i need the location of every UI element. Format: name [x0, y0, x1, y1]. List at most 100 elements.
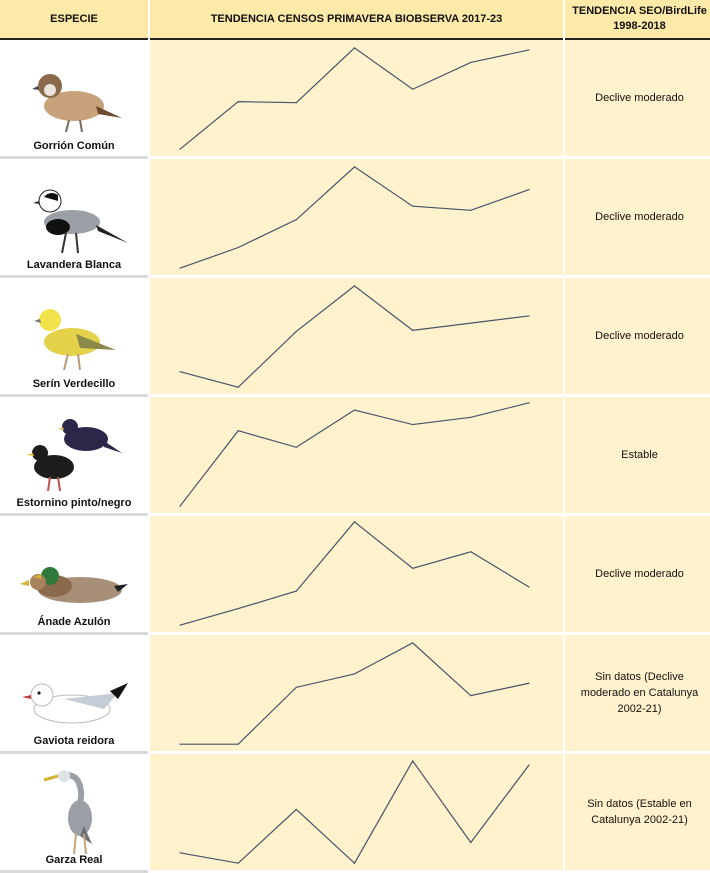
- species-cell: Garza Real: [0, 754, 148, 873]
- trend-chart-cell: [150, 635, 563, 754]
- data-point: [179, 624, 181, 626]
- seo-trend-text: Sin datos (Declive moderado en Catalunya…: [580, 671, 699, 715]
- species-name: Gaviota reidora: [33, 735, 115, 747]
- data-point: [295, 686, 297, 688]
- data-point: [353, 166, 356, 168]
- series-line: [179, 759, 530, 865]
- seo-trend-cell: Declive moderado: [565, 516, 710, 635]
- data-point: [295, 808, 297, 811]
- data-point: [412, 760, 414, 762]
- series-line: [179, 166, 530, 269]
- data-point: [179, 743, 181, 745]
- trend-line-chart: [179, 521, 530, 626]
- bird-illustration: [32, 74, 122, 133]
- trend-chart-cell: [150, 397, 563, 516]
- data-point: [295, 102, 297, 104]
- data-point: [470, 209, 472, 211]
- data-point: [528, 682, 530, 684]
- species-cell: Ánade Azulón: [0, 516, 148, 635]
- species-cell: Gorrión Común: [0, 40, 148, 159]
- series-line: [179, 402, 530, 507]
- data-point: [179, 267, 181, 269]
- header-seo-line1: TENDENCIA SEO/BirdLife: [572, 5, 707, 17]
- trend-chart-cell: [150, 159, 563, 278]
- data-point: [237, 862, 239, 864]
- trend-line-chart: [179, 166, 530, 269]
- data-point: [237, 430, 239, 432]
- header-seo-line2: 1998-2018: [613, 20, 666, 32]
- seo-trend-cell: Declive moderado: [565, 159, 710, 278]
- header-species-label: ESPECIE: [50, 12, 98, 25]
- seo-trend-cell: Declive moderado: [565, 40, 710, 159]
- species-name: Estornino pinto/negro: [16, 497, 132, 509]
- trend-line-chart: [179, 285, 530, 388]
- bird-illustration: [22, 683, 128, 724]
- species-name: Garza Real: [45, 854, 103, 866]
- header-census-label: TENDENCIA CENSOS PRIMAVERA BIOBSERVA 201…: [210, 12, 503, 25]
- seo-trend-text: Declive moderado: [595, 211, 684, 223]
- data-point: [412, 567, 414, 569]
- data-point: [528, 402, 530, 404]
- data-point: [528, 49, 530, 51]
- data-point: [179, 148, 181, 150]
- species-cell: Serín Verdecillo: [0, 278, 148, 397]
- bird-illustration: [20, 567, 128, 603]
- species-name: Gorrión Común: [33, 140, 115, 152]
- bird-illustration: [43, 770, 92, 854]
- trend-line-chart: [179, 642, 530, 745]
- data-point: [353, 862, 356, 864]
- data-point: [353, 521, 356, 523]
- series-line: [179, 285, 530, 388]
- trend-line-chart: [179, 402, 530, 507]
- bird-illustration: [34, 309, 116, 371]
- seo-trend-text: Declive moderado: [595, 330, 684, 342]
- species-cell: Lavandera Blanca: [0, 159, 148, 278]
- seo-trend-cell: Estable: [565, 397, 710, 516]
- trend-chart-cell: [150, 754, 563, 873]
- data-point: [412, 205, 414, 207]
- data-point: [237, 101, 239, 103]
- species-cell: Gaviota reidora: [0, 635, 148, 754]
- data-point: [412, 424, 414, 426]
- trend-chart-cell: [150, 278, 563, 397]
- seo-trend-cell: Declive moderado: [565, 278, 710, 397]
- trend-chart-cell: [150, 516, 563, 635]
- series-line: [179, 47, 530, 150]
- seo-trend-cell: Sin datos (Declive moderado en Catalunya…: [565, 635, 710, 754]
- header-seo: TENDENCIA SEO/BirdLife 1998-2018: [565, 0, 710, 40]
- seo-trend-text: Estable: [621, 449, 658, 461]
- data-point: [353, 47, 356, 49]
- series-line: [179, 521, 530, 626]
- data-point: [353, 409, 356, 411]
- data-point: [412, 329, 414, 331]
- species-name: Lavandera Blanca: [26, 259, 122, 271]
- data-point: [528, 315, 530, 317]
- species-name: Serín Verdecillo: [32, 378, 116, 390]
- data-point: [237, 386, 239, 388]
- header-seo-label: TENDENCIA SEO/BirdLife 1998-2018: [572, 4, 707, 34]
- data-point: [470, 841, 472, 844]
- data-point: [179, 371, 181, 373]
- data-point: [412, 88, 414, 90]
- data-point: [470, 416, 472, 418]
- data-point: [470, 322, 472, 324]
- data-point: [295, 330, 297, 333]
- species-cell: Estornino pinto/negro: [0, 397, 148, 516]
- header-species: ESPECIE: [0, 0, 148, 40]
- bird-illustration: [26, 419, 122, 492]
- data-point: [179, 852, 181, 854]
- data-point: [237, 246, 239, 249]
- data-point: [528, 764, 530, 766]
- species-name: Ánade Azulón: [37, 616, 111, 628]
- data-point: [295, 446, 297, 448]
- data-point: [179, 505, 181, 507]
- bird-illustration: [33, 189, 128, 254]
- data-point: [237, 608, 239, 610]
- trend-chart-cell: [150, 40, 563, 159]
- data-point: [295, 219, 297, 221]
- data-point: [470, 61, 472, 64]
- data-point: [237, 743, 239, 745]
- data-point: [353, 285, 356, 287]
- data-point: [412, 642, 414, 644]
